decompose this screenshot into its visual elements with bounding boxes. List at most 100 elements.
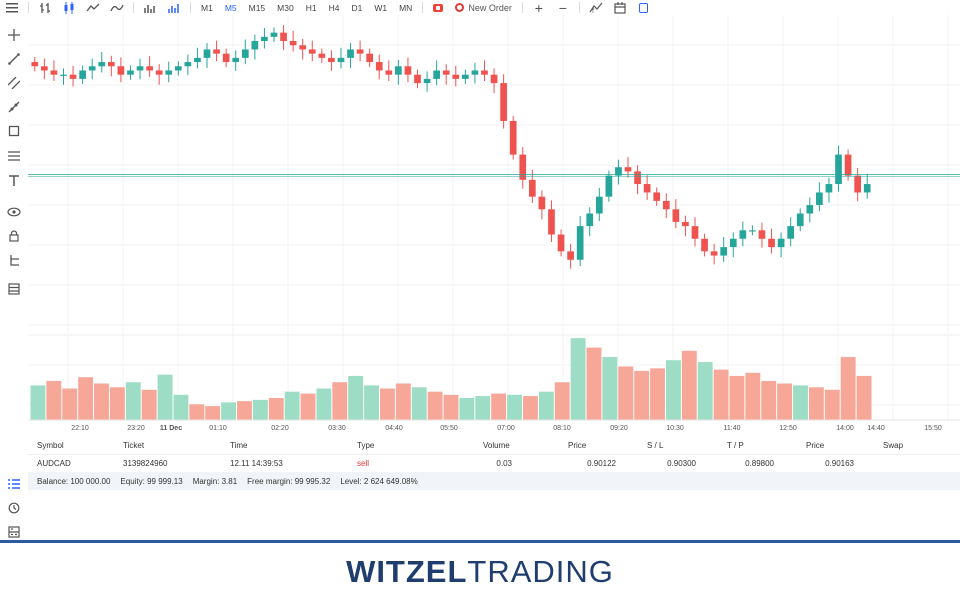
candle <box>796 213 804 227</box>
new-order-button[interactable]: New Order <box>449 0 518 15</box>
time-tick-label: 10:30 <box>666 425 684 432</box>
column-header[interactable]: Price <box>568 441 587 450</box>
line-chart-icon[interactable] <box>81 0 105 15</box>
volume-bar <box>125 382 141 420</box>
fibonacci-icon[interactable] <box>5 147 23 165</box>
candle <box>423 78 431 84</box>
calendar-icon[interactable] <box>608 0 632 15</box>
timeframe-h1[interactable]: H1 <box>305 2 317 13</box>
area-chart-icon[interactable] <box>105 0 129 15</box>
column-header[interactable]: Price <box>806 441 825 450</box>
new-order-icon <box>455 3 465 12</box>
table-row[interactable]: AUDCAD 3139824960 12.11 14:39:53 sell 0.03 0.… <box>28 455 960 473</box>
volume-bar <box>30 385 46 420</box>
column-header[interactable]: S / L <box>647 441 664 450</box>
column-header[interactable]: Ticket <box>123 441 145 450</box>
candle <box>184 62 192 67</box>
templates-icon[interactable] <box>632 0 656 15</box>
equity: Equity: 99 999.13 <box>120 476 183 486</box>
candle <box>117 66 125 75</box>
candle <box>60 74 67 76</box>
menu-icon[interactable] <box>0 0 24 15</box>
time-tick-label: 01:10 <box>209 425 227 432</box>
positions-panel: Symbol Ticket Time Type Volume Price S / L T / … <box>28 435 960 490</box>
candle <box>624 167 632 172</box>
volume-bar <box>46 380 62 420</box>
candle <box>452 74 460 79</box>
journal-icon[interactable] <box>5 523 23 541</box>
zoom-out-icon[interactable]: − <box>558 0 567 16</box>
timeframe-m15[interactable]: M15 <box>248 2 266 13</box>
candlestick-chart: 22:10 23:20 11 Dec 01:10 02:20 03:30 04:40 05:5… <box>28 15 960 432</box>
timeframe-h4[interactable]: H4 <box>328 2 340 13</box>
text-tool-icon[interactable] <box>5 172 23 190</box>
volume-bar <box>284 391 300 420</box>
volume-bar <box>777 383 793 420</box>
candle <box>69 74 77 79</box>
bar-chart-icon[interactable] <box>33 0 57 15</box>
timeframe-w1[interactable]: W1 <box>374 2 388 13</box>
candle <box>356 49 364 54</box>
candle <box>98 62 106 67</box>
indicator-function-icon[interactable]: f <box>584 0 608 15</box>
volume-bar <box>507 394 522 420</box>
toolbar-divider <box>190 2 191 13</box>
volume-bar <box>459 397 475 420</box>
volume-bar <box>761 380 777 420</box>
volume-bar <box>62 388 78 420</box>
cell-ticket: 3139824960 <box>123 459 168 468</box>
candle <box>538 196 546 210</box>
time-tick-label: 11 Dec <box>160 425 182 432</box>
timeframe-d1[interactable]: D1 <box>351 2 363 13</box>
one-click-trading-icon[interactable] <box>427 0 449 15</box>
volume-bar <box>554 382 570 420</box>
candle <box>500 83 507 121</box>
history-icon[interactable] <box>5 499 23 517</box>
zoom-in-icon[interactable]: + <box>534 0 543 16</box>
volume-bar <box>316 388 332 420</box>
volume-icon[interactable] <box>138 0 162 15</box>
candlestick-chart-icon[interactable] <box>57 0 81 15</box>
time-tick-label: 02:20 <box>271 425 289 432</box>
candle <box>375 62 383 71</box>
candle <box>701 238 708 252</box>
column-header[interactable]: Symbol <box>37 441 64 450</box>
candle <box>825 184 833 193</box>
crosshair-icon[interactable] <box>5 26 23 44</box>
candle <box>557 234 565 252</box>
volume-bars <box>30 338 872 420</box>
candle <box>749 230 756 232</box>
timeframe-mn[interactable]: MN <box>399 2 413 13</box>
candle <box>442 70 450 75</box>
column-header[interactable]: Volume <box>483 441 510 450</box>
column-header[interactable]: Type <box>357 441 375 450</box>
candle <box>806 205 814 214</box>
candle <box>107 62 115 67</box>
brand-banner: WITZELTRADING <box>0 543 960 600</box>
eye-icon[interactable] <box>5 203 23 221</box>
parallel-channel-icon[interactable] <box>5 74 23 92</box>
column-header[interactable]: Time <box>230 441 248 450</box>
volume-bar <box>221 402 237 420</box>
ray-icon[interactable] <box>5 98 23 116</box>
candle <box>490 74 498 84</box>
timeframe-m5[interactable]: M5 <box>224 2 237 13</box>
volume-bar <box>157 374 173 420</box>
object-tree-icon[interactable] <box>5 251 23 269</box>
time-tick-label: 03:30 <box>328 425 346 432</box>
table-header: Symbol Ticket Time Type Volume Price S / L T / … <box>28 437 960 455</box>
volume-bar <box>395 383 411 420</box>
price-chart[interactable]: 22:10 23:20 11 Dec 01:10 02:20 03:30 04:40 05:5… <box>28 15 960 435</box>
timeframe-m30[interactable]: M30 <box>277 2 294 13</box>
timeframe-m1[interactable]: M1 <box>201 2 213 13</box>
trade-list-icon[interactable] <box>5 475 23 493</box>
column-header[interactable]: T / P <box>727 441 744 450</box>
volume-bar <box>713 369 729 420</box>
column-header[interactable]: Swap <box>883 441 904 450</box>
indicators-icon[interactable] <box>162 0 186 15</box>
trend-line-icon[interactable] <box>5 50 23 68</box>
layers-icon[interactable] <box>5 280 23 298</box>
rectangle-icon[interactable] <box>5 122 23 140</box>
lock-icon[interactable] <box>5 227 23 245</box>
time-tick-label: 15:50 <box>924 425 942 432</box>
